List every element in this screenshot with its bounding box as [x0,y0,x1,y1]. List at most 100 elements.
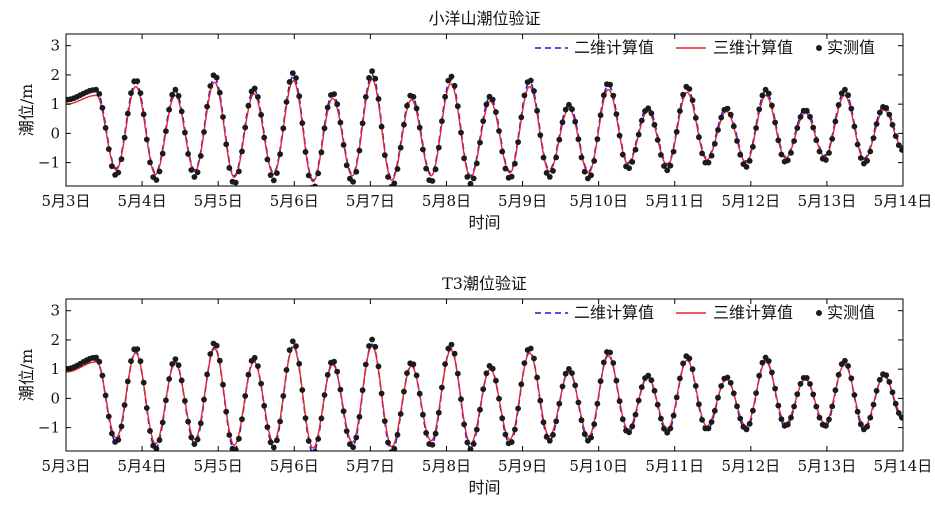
observed-point [350,444,356,451]
observed-point [572,118,579,125]
observed-point [569,106,575,113]
observed-point [366,343,372,349]
observed-point [870,135,877,142]
observed-point [286,79,293,85]
observed-point [502,431,509,438]
observed-point [864,157,870,164]
observed-point [730,123,737,130]
observed-point [331,91,337,97]
observed-point [600,359,607,366]
x-tick-label: 5月13日 [798,192,857,210]
observed-point [232,179,239,186]
y-tick-label: 2 [50,331,60,349]
observed-point [385,174,391,180]
observed-point [813,403,820,410]
observed-point [302,415,309,421]
observed-point [264,156,271,163]
observed-point [823,422,829,429]
observed-point [289,70,296,76]
observed-point [635,131,642,138]
observed-point [619,151,626,158]
observed-point [794,391,801,398]
observed-point [397,411,404,417]
observed-point [546,174,553,180]
observed-point [464,439,471,446]
observed-point [147,428,153,434]
observed-point [439,384,445,391]
observed-point [99,372,106,379]
observed-point [356,147,363,154]
observed-point [556,136,563,143]
observed-point [140,379,147,386]
observed-point [404,370,410,376]
observed-point [251,354,258,361]
observed-point [569,370,575,376]
observed-point [619,416,626,423]
observed-point [521,360,528,366]
observed-point [559,383,566,390]
observed-point [670,148,677,155]
observed-point [857,421,864,428]
observed-point [255,363,261,369]
observed-point [810,124,817,131]
observed-point [166,106,173,113]
observed-point [429,178,436,184]
observed-point [156,168,163,175]
observed-point [172,86,179,93]
observed-point [182,129,188,136]
observed-point [832,387,839,394]
observed-point [420,146,426,153]
observed-point [115,169,122,176]
observed-point [299,387,306,393]
observed-point [397,144,404,151]
x-tick-label: 5月4日 [118,457,167,475]
observed-point [194,169,201,176]
observed-point [762,86,769,93]
observed-point [480,386,487,393]
observed-point [394,431,401,438]
observed-point [375,363,382,370]
observed-point [178,108,185,115]
observed-point [264,424,271,430]
plot-frame [65,33,904,187]
observed-point [556,400,563,407]
observed-point [588,434,594,441]
observed-point [207,351,214,357]
observed-point [267,439,274,446]
x-tick-label: 5月4日 [118,192,167,210]
observed-point [270,444,277,451]
observed-point [867,148,874,155]
observed-point [534,374,540,381]
observed-point [461,421,467,428]
observed-point [255,94,261,100]
observed-point [553,154,560,161]
observed-point [185,418,192,425]
observed-point [851,123,858,130]
observed-point [423,165,429,172]
observed-point [692,383,699,389]
x-tick-label: 5月14日 [874,192,933,210]
observed-point [759,359,766,366]
observed-point [321,125,328,132]
observed-point [816,148,823,155]
observed-point [435,409,442,416]
observed-point [648,377,655,384]
observed-point [324,104,331,111]
observed-point [648,110,655,117]
observed-point [854,141,861,148]
observed-point [245,371,252,378]
observed-point [553,418,560,425]
observed-point [769,369,775,376]
x-tick-label: 5月11日 [645,192,704,210]
observed-point [699,150,705,157]
observed-point [496,128,502,134]
observed-point [616,398,623,405]
observed-point [854,408,861,415]
observed-point [267,172,274,179]
observed-point [283,99,290,105]
observed-point [280,393,287,399]
observed-point [378,390,385,397]
observed-point [464,174,471,180]
observed-point [261,134,268,141]
observed-point [489,365,496,372]
